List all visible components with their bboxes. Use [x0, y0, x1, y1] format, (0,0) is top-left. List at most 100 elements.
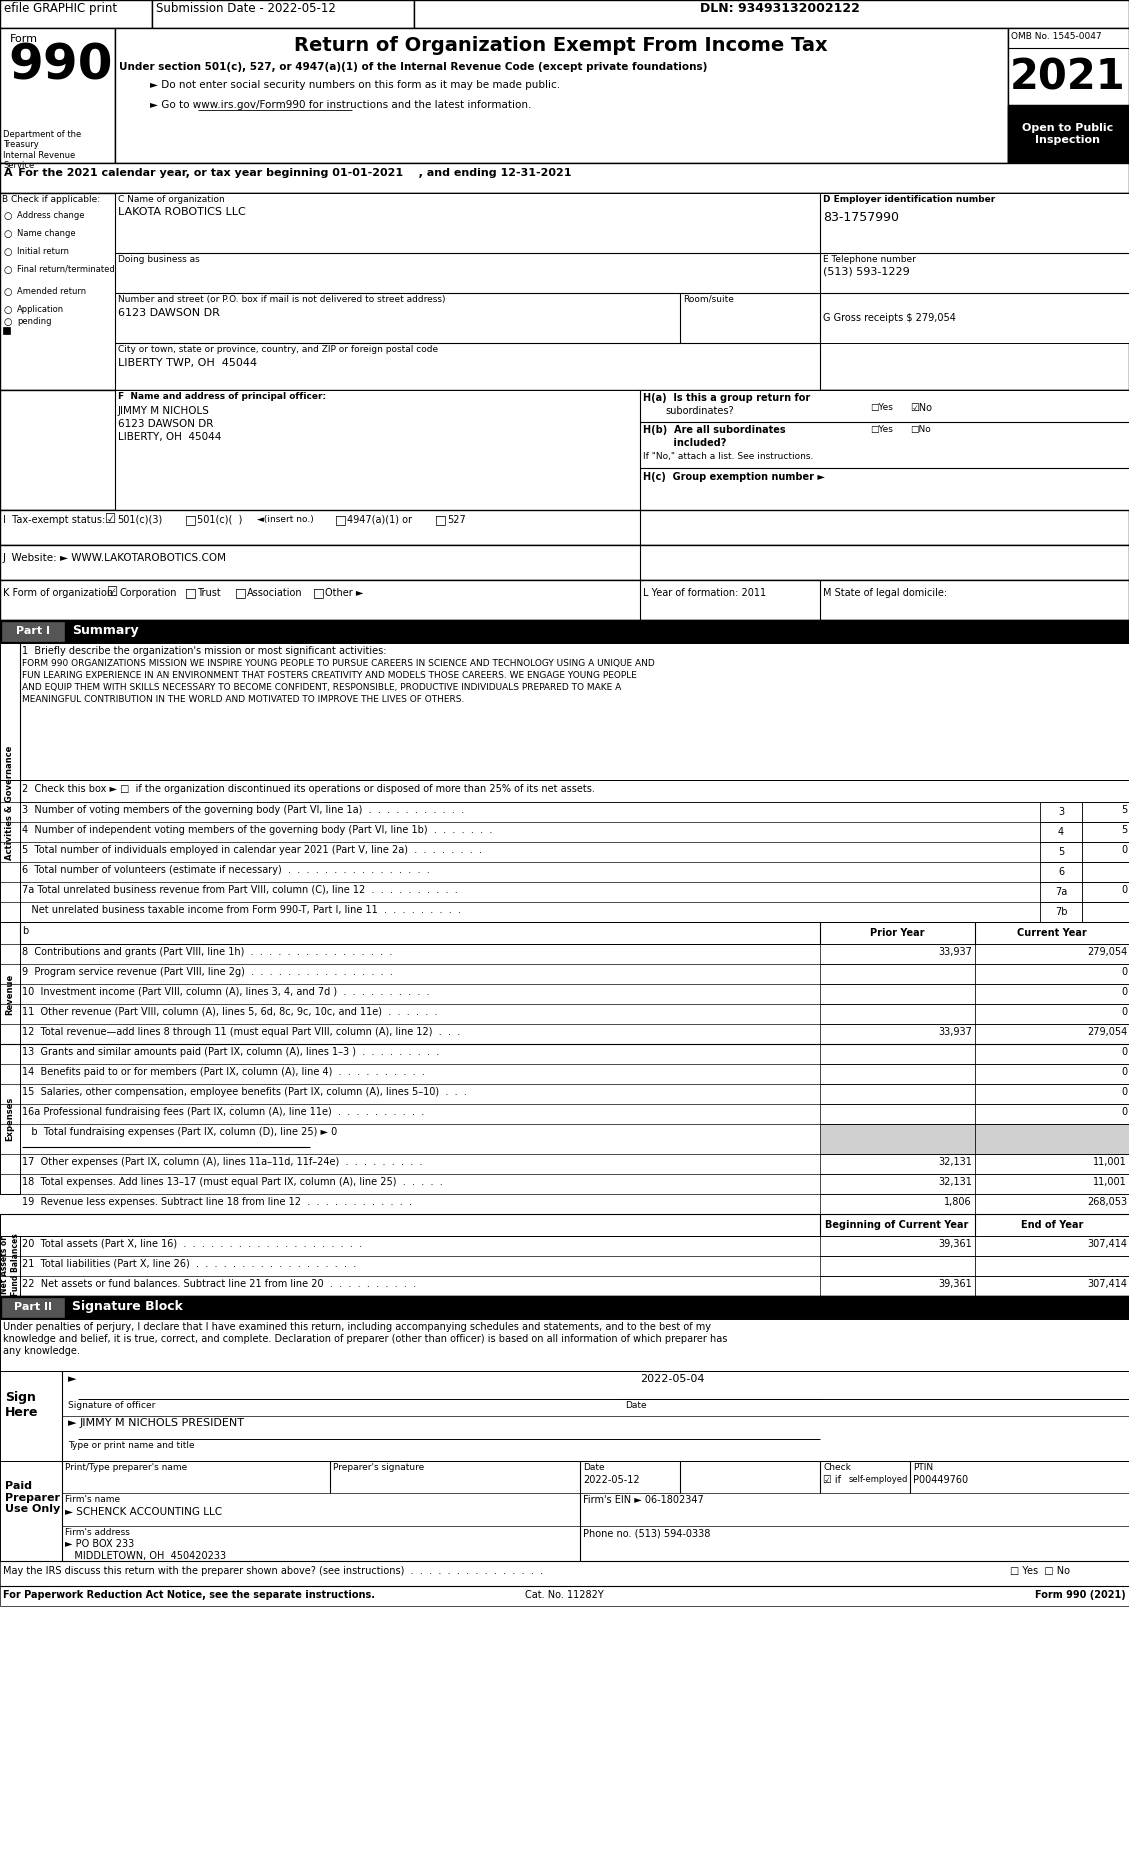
- Text: Name change: Name change: [17, 229, 76, 239]
- Text: efile GRAPHIC print: efile GRAPHIC print: [5, 2, 117, 15]
- Text: 7a Total unrelated business revenue from Part VIII, column (C), line 12  .  .  .: 7a Total unrelated business revenue from…: [21, 885, 457, 895]
- Bar: [1040, 843, 1082, 861]
- Text: Doing business as: Doing business as: [119, 255, 200, 265]
- Text: JIMMY M NICHOLS: JIMMY M NICHOLS: [119, 406, 210, 416]
- Text: Under penalties of perjury, I declare that I have examined this return, includin: Under penalties of perjury, I declare th…: [3, 1322, 711, 1333]
- Bar: [0, 1372, 1129, 1461]
- Text: For Paperwork Reduction Act Notice, see the separate instructions.: For Paperwork Reduction Act Notice, see …: [3, 1590, 375, 1599]
- Text: Current Year: Current Year: [1017, 928, 1087, 938]
- Bar: [0, 0, 152, 28]
- Text: Summary: Summary: [72, 624, 139, 637]
- Bar: [975, 984, 1129, 1005]
- Text: ► Go to www.irs.gov/Form990 for instructions and the latest information.: ► Go to www.irs.gov/Form990 for instruct…: [150, 101, 532, 110]
- Text: Form: Form: [10, 34, 38, 45]
- Text: Part II: Part II: [14, 1301, 52, 1312]
- Text: □: □: [335, 513, 347, 526]
- Bar: [975, 1195, 1129, 1213]
- Text: 3: 3: [1058, 807, 1064, 816]
- Text: F  Name and address of principal officer:: F Name and address of principal officer:: [119, 391, 326, 401]
- Bar: [975, 1085, 1129, 1103]
- Bar: [975, 1044, 1129, 1064]
- Text: ○: ○: [3, 248, 11, 257]
- Text: Phone no. (513) 594-0338: Phone no. (513) 594-0338: [583, 1528, 710, 1538]
- Text: ☑: ☑: [105, 513, 116, 526]
- Text: ○: ○: [3, 317, 11, 326]
- Bar: [0, 28, 115, 162]
- Text: 11  Other revenue (Part VIII, column (A), lines 5, 6d, 8c, 9c, 10c, and 11e)  . : 11 Other revenue (Part VIII, column (A),…: [21, 1007, 438, 1018]
- Text: Open to Public
Inspection: Open to Public Inspection: [1023, 123, 1113, 145]
- Text: Firm's address: Firm's address: [65, 1528, 130, 1538]
- Bar: [820, 1064, 975, 1085]
- Bar: [975, 1064, 1129, 1085]
- Text: □Yes: □Yes: [870, 403, 893, 412]
- Bar: [975, 964, 1129, 984]
- Text: Trust: Trust: [196, 587, 221, 598]
- Bar: [975, 1174, 1129, 1195]
- Text: Check: Check: [823, 1463, 851, 1473]
- Text: Application: Application: [17, 306, 64, 313]
- Bar: [975, 1103, 1129, 1124]
- Text: 83-1757990: 83-1757990: [823, 211, 899, 224]
- Bar: [115, 390, 640, 511]
- Text: LIBERTY TWP, OH  45044: LIBERTY TWP, OH 45044: [119, 358, 257, 367]
- Bar: [820, 293, 1129, 343]
- Text: 6123 DAWSON DR: 6123 DAWSON DR: [119, 419, 213, 429]
- Bar: [1082, 822, 1129, 843]
- Text: 4: 4: [1058, 828, 1064, 837]
- Bar: [1082, 843, 1129, 861]
- Text: 1  Briefly describe the organization's mission or most significant activities:: 1 Briefly describe the organization's mi…: [21, 647, 386, 656]
- Text: Date: Date: [625, 1402, 647, 1409]
- Bar: [1082, 802, 1129, 822]
- Text: 279,054: 279,054: [1087, 1027, 1127, 1036]
- Bar: [1082, 861, 1129, 882]
- Bar: [820, 1195, 975, 1213]
- Text: 10  Investment income (Part VIII, column (A), lines 3, 4, and 7d )  .  .  .  .  : 10 Investment income (Part VIII, column …: [21, 988, 430, 997]
- Bar: [975, 1005, 1129, 1023]
- Text: MEANINGFUL CONTRIBUTION IN THE WORLD AND MOTIVATED TO IMPROVE THE LIVES OF OTHER: MEANINGFUL CONTRIBUTION IN THE WORLD AND…: [21, 695, 464, 705]
- Text: Signature of officer: Signature of officer: [68, 1402, 156, 1409]
- Text: 2022-05-12: 2022-05-12: [583, 1474, 640, 1486]
- Text: B Check if applicable:: B Check if applicable:: [2, 196, 100, 203]
- Bar: [975, 1256, 1129, 1277]
- Bar: [975, 1124, 1129, 1154]
- Text: Type or print name and title: Type or print name and title: [68, 1441, 194, 1450]
- Bar: [2, 623, 64, 641]
- Text: 5  Total number of individuals employed in calendar year 2021 (Part V, line 2a) : 5 Total number of individuals employed i…: [21, 844, 482, 856]
- Text: OMB No. 1545-0047: OMB No. 1545-0047: [1010, 32, 1102, 41]
- Text: 9  Program service revenue (Part VIII, line 2g)  .  .  .  .  .  .  .  .  .  .  .: 9 Program service revenue (Part VIII, li…: [21, 967, 393, 977]
- Text: L Year of formation: 2011: L Year of formation: 2011: [644, 587, 767, 598]
- Bar: [640, 390, 1129, 511]
- Text: Part I: Part I: [16, 626, 50, 636]
- Text: 39,361: 39,361: [938, 1279, 972, 1290]
- Text: 5: 5: [1121, 826, 1127, 835]
- Text: 0: 0: [1121, 844, 1127, 856]
- Text: 33,937: 33,937: [938, 947, 972, 956]
- Bar: [0, 1320, 1129, 1372]
- Bar: [820, 1277, 975, 1295]
- Text: JIMMY M NICHOLS PRESIDENT: JIMMY M NICHOLS PRESIDENT: [80, 1419, 245, 1428]
- Bar: [975, 1236, 1129, 1256]
- Text: Net unrelated business taxable income from Form 990-T, Part I, line 11  .  .  . : Net unrelated business taxable income fr…: [21, 906, 461, 915]
- Bar: [414, 0, 1129, 28]
- Text: Net Assets or
Fund Balances: Net Assets or Fund Balances: [0, 1234, 19, 1295]
- Text: Submission Date - 2022-05-12: Submission Date - 2022-05-12: [156, 2, 335, 15]
- Bar: [0, 580, 1129, 621]
- Text: 32,131: 32,131: [938, 1176, 972, 1187]
- Text: Address change: Address change: [17, 211, 85, 220]
- Bar: [0, 162, 1129, 194]
- Text: DLN: 93493132002122: DLN: 93493132002122: [700, 2, 860, 15]
- Text: ○: ○: [3, 306, 11, 315]
- Text: 0: 0: [1121, 1107, 1127, 1117]
- Text: ►: ►: [68, 1374, 77, 1383]
- Text: 4  Number of independent voting members of the governing body (Part VI, line 1b): 4 Number of independent voting members o…: [21, 826, 492, 835]
- Bar: [0, 1213, 1129, 1236]
- Bar: [820, 1236, 975, 1256]
- Bar: [0, 1586, 1129, 1607]
- Text: Form 990 (2021): Form 990 (2021): [1035, 1590, 1126, 1599]
- Bar: [0, 1461, 1129, 1560]
- Text: 279,054: 279,054: [1087, 947, 1127, 956]
- Bar: [820, 1044, 975, 1064]
- Text: I  Tax-exempt status:: I Tax-exempt status:: [3, 514, 105, 526]
- Text: 16a Professional fundraising fees (Part IX, column (A), line 11e)  .  .  .  .  .: 16a Professional fundraising fees (Part …: [21, 1107, 425, 1117]
- Text: 0: 0: [1121, 1048, 1127, 1057]
